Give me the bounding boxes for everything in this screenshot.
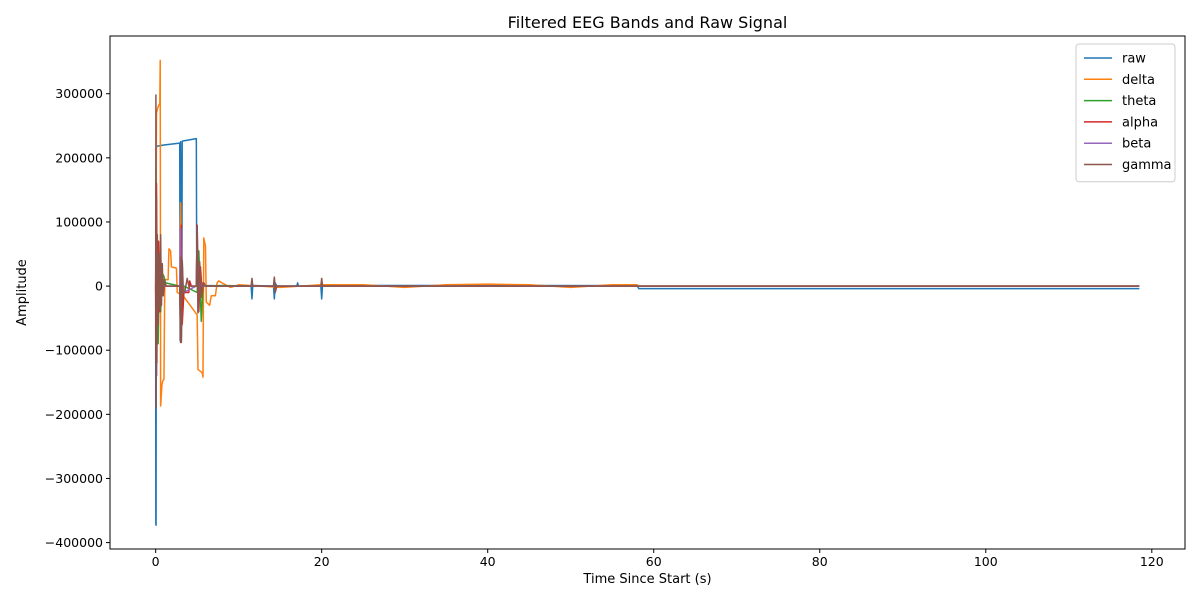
x-axis-label: Time Since Start (s) <box>582 572 711 587</box>
y-tick-label: 200000 <box>55 150 103 165</box>
x-tick-label: 100 <box>974 554 998 569</box>
y-axis-label: Amplitude <box>15 259 30 326</box>
y-tick-label: 0 <box>95 279 103 294</box>
legend-label-alpha: alpha <box>1122 115 1158 130</box>
legend-label-raw: raw <box>1122 52 1146 67</box>
y-tick-label: −100000 <box>45 343 103 358</box>
x-tick-label: 60 <box>646 554 662 569</box>
x-ticks: 0 20 40 60 80 100 120 <box>152 549 1164 569</box>
legend-label-delta: delta <box>1122 73 1155 88</box>
legend-label-gamma: gamma <box>1122 158 1172 173</box>
legend-label-theta: theta <box>1122 94 1156 109</box>
series-line-gamma <box>154 94 1140 409</box>
legend-box <box>1075 43 1176 183</box>
x-tick-label: 20 <box>314 554 330 569</box>
x-tick-label: 120 <box>1140 554 1164 569</box>
series-line-raw <box>154 137 1140 527</box>
x-tick-label: 40 <box>480 554 496 569</box>
y-tick-label: −200000 <box>45 407 103 422</box>
y-ticks: −400000 −300000 −200000 −100000 0 100000 20000… <box>45 86 110 550</box>
y-tick-label: 100000 <box>55 214 103 229</box>
legend: raw delta theta alpha beta gamma <box>1075 43 1176 183</box>
chart-title: Filtered EEG Bands and Raw Signal <box>508 13 788 32</box>
y-tick-label: −300000 <box>45 471 103 486</box>
y-tick-label: −400000 <box>45 535 103 550</box>
legend-label-beta: beta <box>1122 137 1151 152</box>
y-tick-label: 300000 <box>55 86 103 101</box>
series-layer <box>154 59 1140 527</box>
x-tick-label: 0 <box>152 554 160 569</box>
plot-frame <box>109 35 1186 550</box>
x-tick-label: 80 <box>812 554 828 569</box>
